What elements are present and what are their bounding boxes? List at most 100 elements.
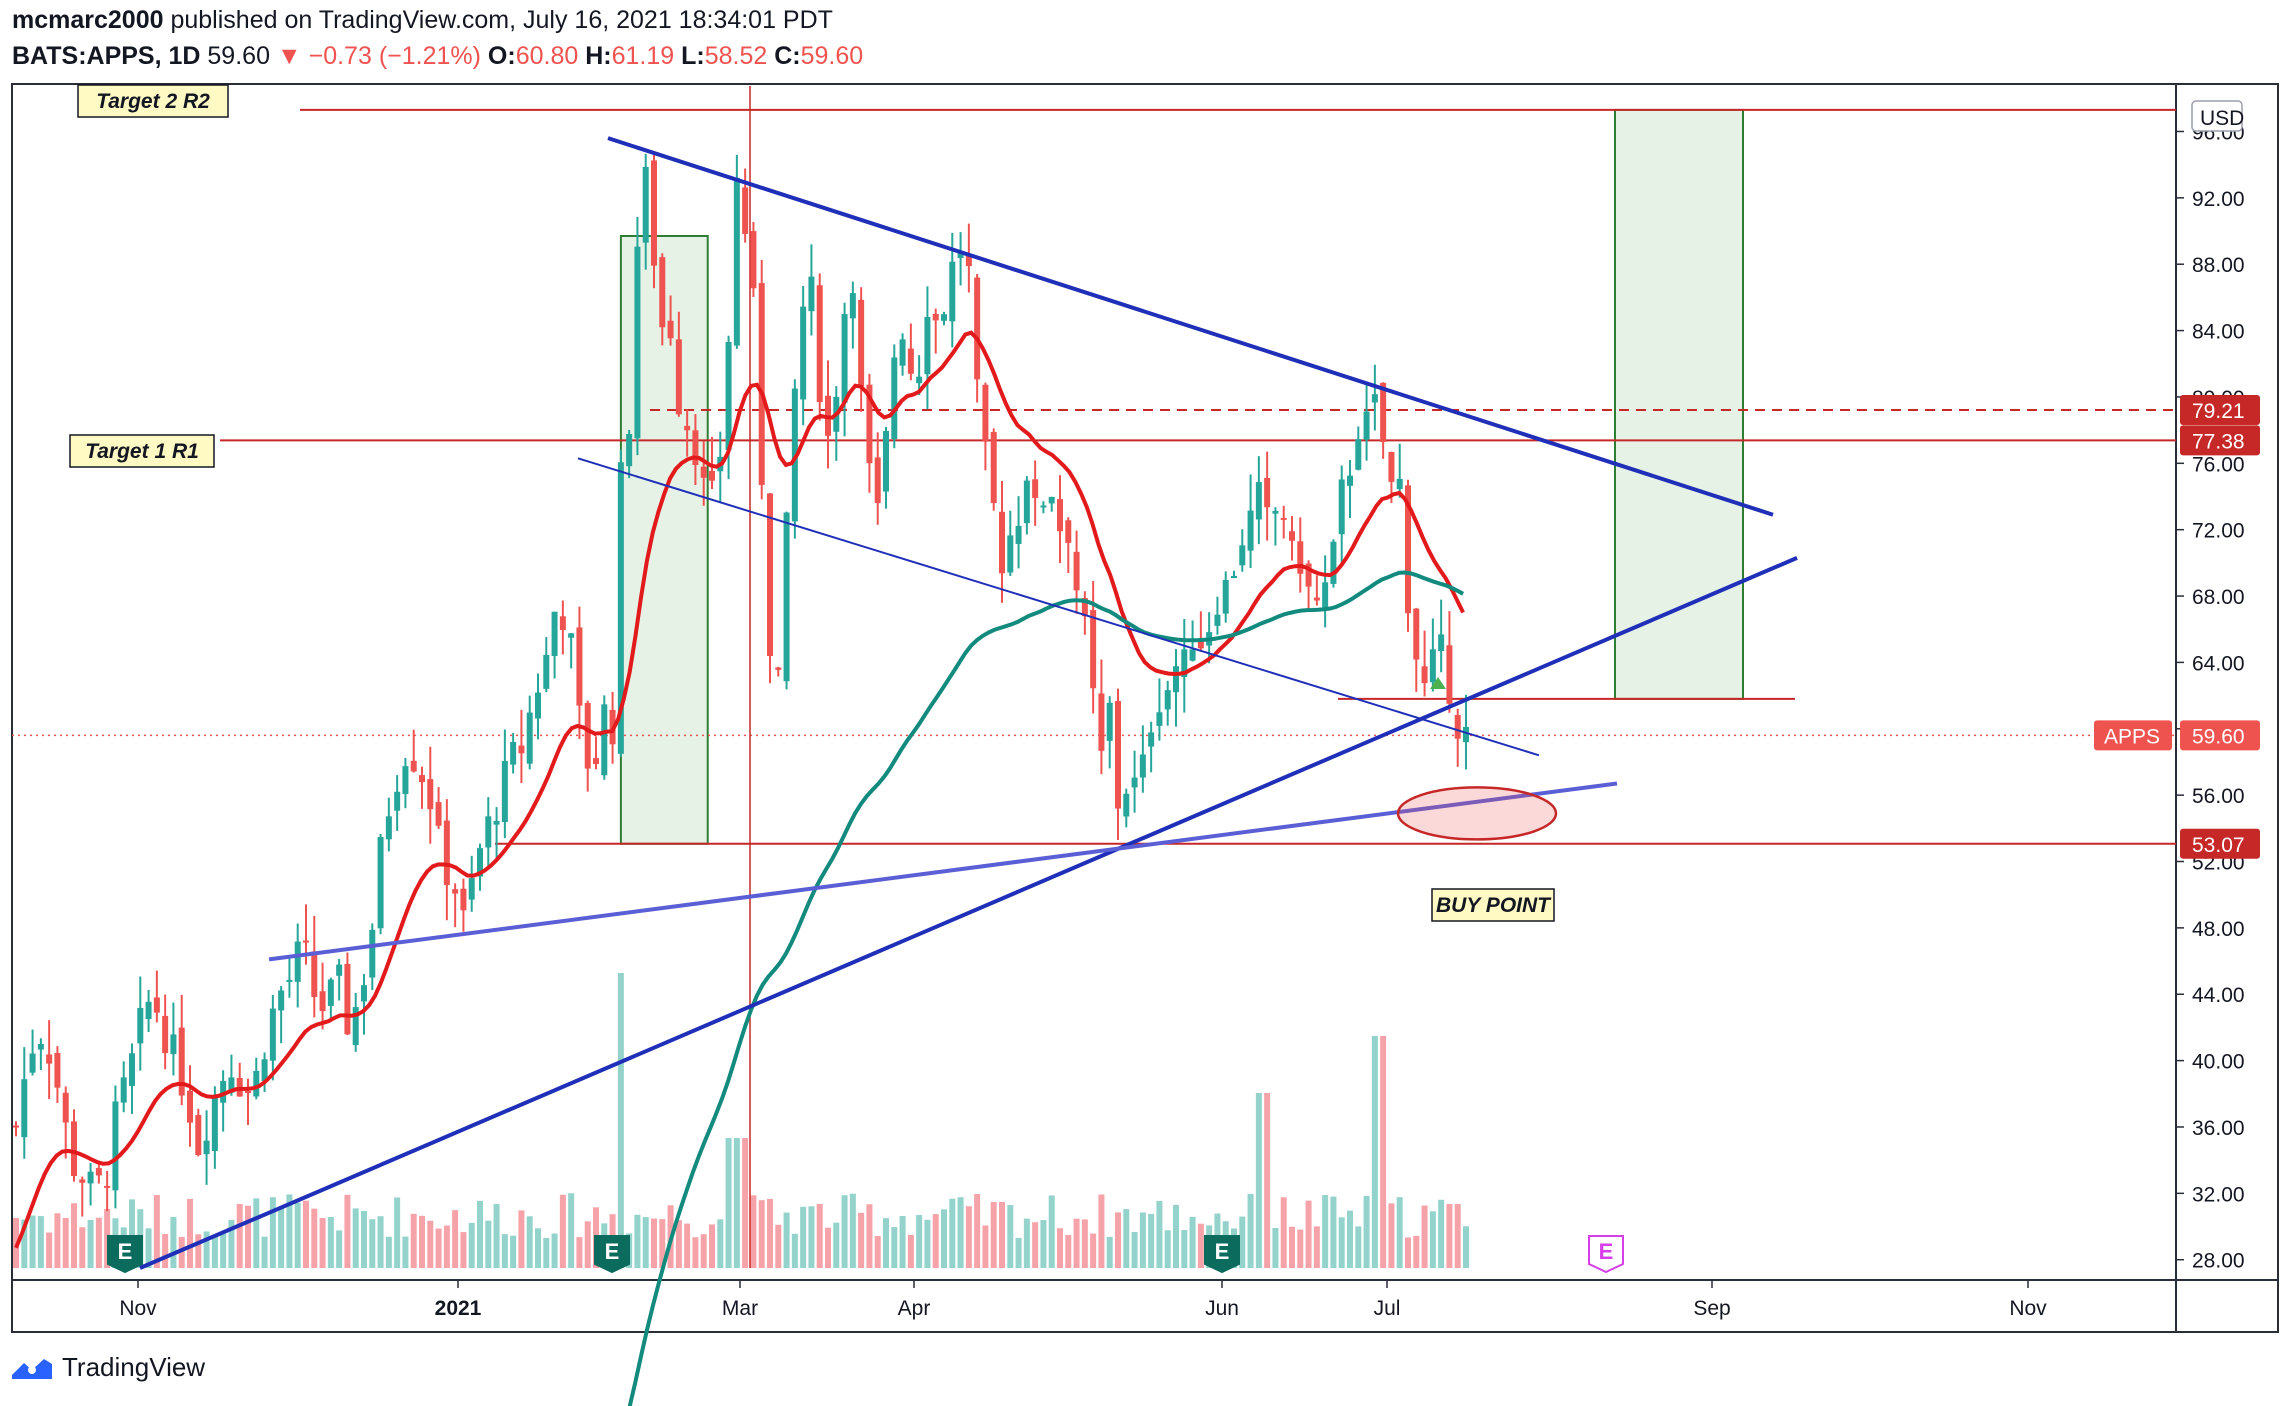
annotation-box [69,434,215,468]
candle-body [990,431,997,503]
volume-bar [477,1200,483,1268]
candle-body [394,791,401,811]
volume-bar [1338,1217,1345,1268]
candle-body [112,1101,119,1191]
price-tags-layer: 79.21 77.38 59.60 53.07 APPS [2094,395,2260,859]
footer-brand-text: TradingView [62,1352,206,1382]
volume-bar [1446,1204,1453,1268]
volume-bar [1421,1205,1428,1268]
volume-bar [957,1197,964,1268]
candle-body [1347,475,1353,486]
candle-body [510,742,517,765]
candle-body [1396,478,1403,490]
candle-body [1173,666,1179,693]
candles-layer [13,151,1469,1217]
volume-bar [510,1235,517,1268]
volume-bar [245,1205,251,1268]
volume-bar [1463,1226,1469,1268]
volume-bar [758,1200,765,1268]
candle-body [162,1015,169,1054]
candle-body [642,166,649,243]
y-tick-label: 88.00 [2192,254,2245,277]
descending-support-line [577,457,1540,757]
candle-body [319,991,326,1012]
volume-bar [816,1203,823,1268]
volume-bar [361,1211,367,1268]
volume-bar [385,1236,392,1268]
earnings-marker [107,1235,143,1274]
volume-bar [1355,1226,1362,1268]
y-tick-label: 64.00 [2192,652,2245,675]
candle-body [733,177,740,346]
volume-bar [1322,1195,1329,1268]
price-tag-bg [2180,395,2260,426]
volume-bar [659,1219,666,1268]
volume-bar [54,1213,61,1268]
candle-body [278,990,285,1011]
footer-brand[interactable]: TradingView [10,1352,205,1383]
volume-bar [37,1216,44,1268]
open-value: 60.80 [515,42,579,70]
volume-bar [518,1210,525,1268]
volume-bar [394,1197,401,1268]
candle-body [568,633,575,638]
candle-body [21,1079,28,1138]
volume-bar [535,1228,541,1268]
volume-bar [71,1203,77,1268]
candle-body [402,766,409,794]
candle-body [559,616,566,630]
volume-bar [269,1197,276,1268]
volume-bar [1073,1218,1080,1268]
candle-body [352,1007,359,1046]
volume-bar [1280,1197,1287,1268]
volume-bar [369,1219,376,1268]
volume-bar [153,1194,160,1268]
volume-bar [874,1236,881,1268]
candle-body [874,457,881,503]
annotation-text: BUY POINT [1436,894,1552,917]
volume-bar [949,1198,956,1268]
candle-body [1355,439,1362,470]
candle-body [775,667,782,670]
volume-bar [1239,1216,1246,1268]
candle-body [1115,700,1121,809]
price-tag-bg [2180,425,2260,456]
chart-frame [11,83,2279,1333]
y-tick-label: 68.00 [2192,586,2245,609]
candle-body [327,979,334,1006]
candle-body [1222,579,1229,614]
volume-bar [1413,1235,1420,1268]
y-tick-label: 56.00 [2192,785,2245,808]
volume-bar [352,1208,359,1268]
candle-body [1081,598,1088,617]
volume-bar [941,1209,947,1268]
candle-body [1388,451,1395,482]
volume-bar [468,1222,475,1268]
candle-body [758,283,765,485]
candle-body [601,704,608,776]
volume-bar [733,1138,740,1268]
volume-bar [1305,1200,1312,1268]
symbol-label[interactable]: BATS:APPS, 1D [12,42,201,70]
candle-body [460,888,467,911]
publisher-name[interactable]: mcmarc2000 [12,6,164,34]
volume-bar [327,1216,334,1268]
candle-body [858,299,865,387]
target-zone [1614,108,1744,700]
time-axis[interactable]: Nov 2021 Mar Apr Jun Jul Sep Nov [119,1280,2047,1320]
candle-body [1413,608,1420,660]
candle-body [684,425,691,431]
volume-bar [402,1236,409,1268]
price-axis[interactable]: 28.0032.0036.0040.0044.0048.0052.0056.00… [2176,100,2245,1273]
candle-body [700,466,707,478]
ema-short-line [14,330,1465,1249]
volume-bar [1363,1195,1370,1268]
candle-body [286,979,293,982]
candle-body [617,462,624,754]
candle-body [104,1185,111,1188]
candle-body [518,745,525,754]
candle-body [228,1077,235,1093]
annotation-text: Target 2 R2 [96,90,210,113]
candle-body [1363,411,1370,440]
